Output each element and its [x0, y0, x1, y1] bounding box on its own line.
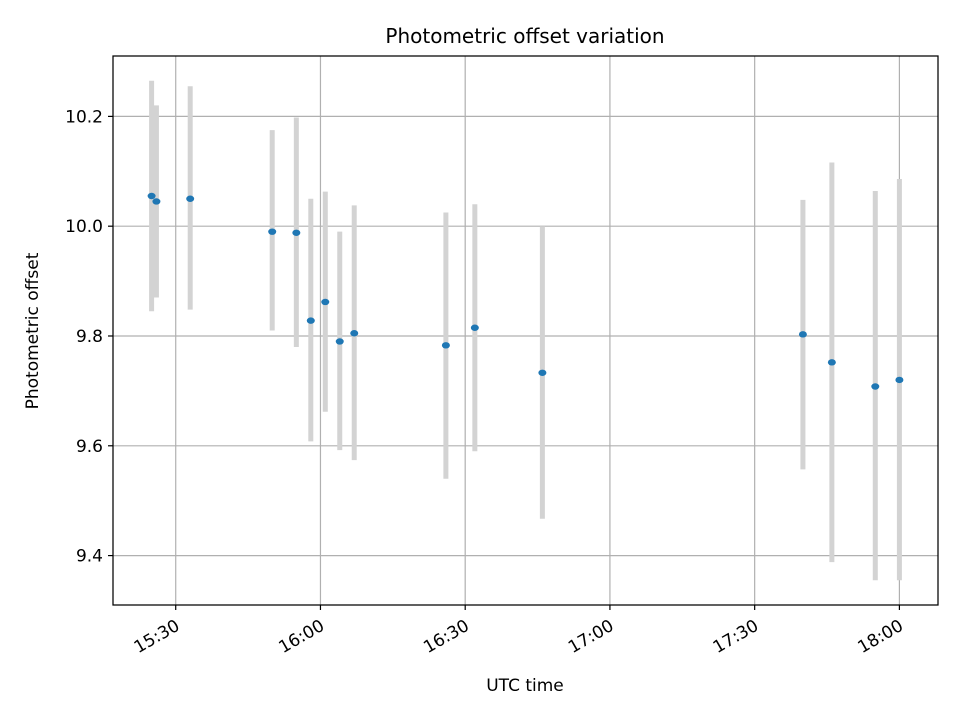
- chart-title: Photometric offset variation: [385, 24, 664, 48]
- data-point: [827, 359, 836, 366]
- data-point: [186, 195, 195, 202]
- data-point: [895, 376, 904, 384]
- data-point: [306, 317, 315, 324]
- data-point: [152, 198, 161, 205]
- y-tick-label: 10.2: [65, 107, 103, 127]
- y-tick-label: 9.8: [76, 327, 103, 347]
- data-point: [147, 192, 156, 200]
- y-tick-label: 9.4: [76, 547, 103, 567]
- x-axis-title: UTC time: [486, 676, 564, 696]
- data-point: [538, 369, 547, 376]
- data-points: [147, 192, 904, 390]
- data-point: [441, 342, 450, 349]
- data-point: [871, 383, 880, 390]
- plot-frame: [112, 55, 939, 606]
- y-axis: 9.4 9.6 9.8 10.0 10.2: [65, 107, 113, 567]
- y-axis-title: Photometric offset: [23, 252, 43, 409]
- data-point: [292, 229, 301, 236]
- data-point: [321, 298, 330, 306]
- data-point: [470, 324, 479, 331]
- data-point: [268, 228, 277, 235]
- data-point: [335, 338, 344, 345]
- data-point: [798, 331, 807, 338]
- y-tick-label: 9.6: [76, 437, 103, 457]
- y-tick-label: 10.0: [65, 217, 103, 237]
- data-point: [350, 330, 359, 337]
